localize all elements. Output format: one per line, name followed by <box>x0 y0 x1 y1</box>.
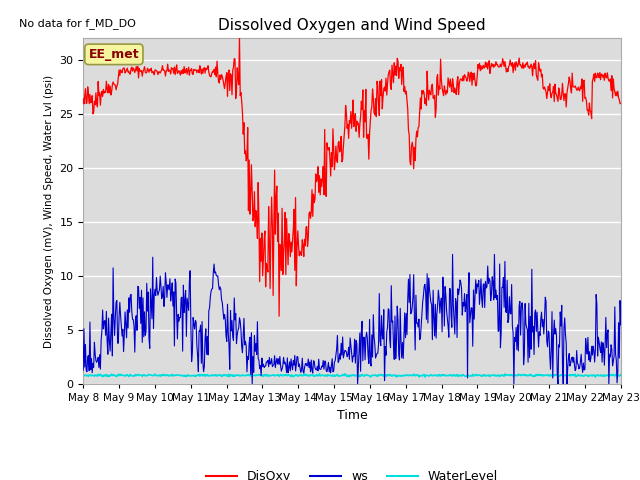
X-axis label: Time: Time <box>337 408 367 421</box>
Text: EE_met: EE_met <box>88 48 140 61</box>
Legend: DisOxy, ws, WaterLevel: DisOxy, ws, WaterLevel <box>201 465 503 480</box>
Y-axis label: Dissolved Oxygen (mV), Wind Speed, Water Lvl (psi): Dissolved Oxygen (mV), Wind Speed, Water… <box>44 74 54 348</box>
Text: No data for f_MD_DO: No data for f_MD_DO <box>19 18 136 29</box>
Title: Dissolved Oxygen and Wind Speed: Dissolved Oxygen and Wind Speed <box>218 18 486 33</box>
